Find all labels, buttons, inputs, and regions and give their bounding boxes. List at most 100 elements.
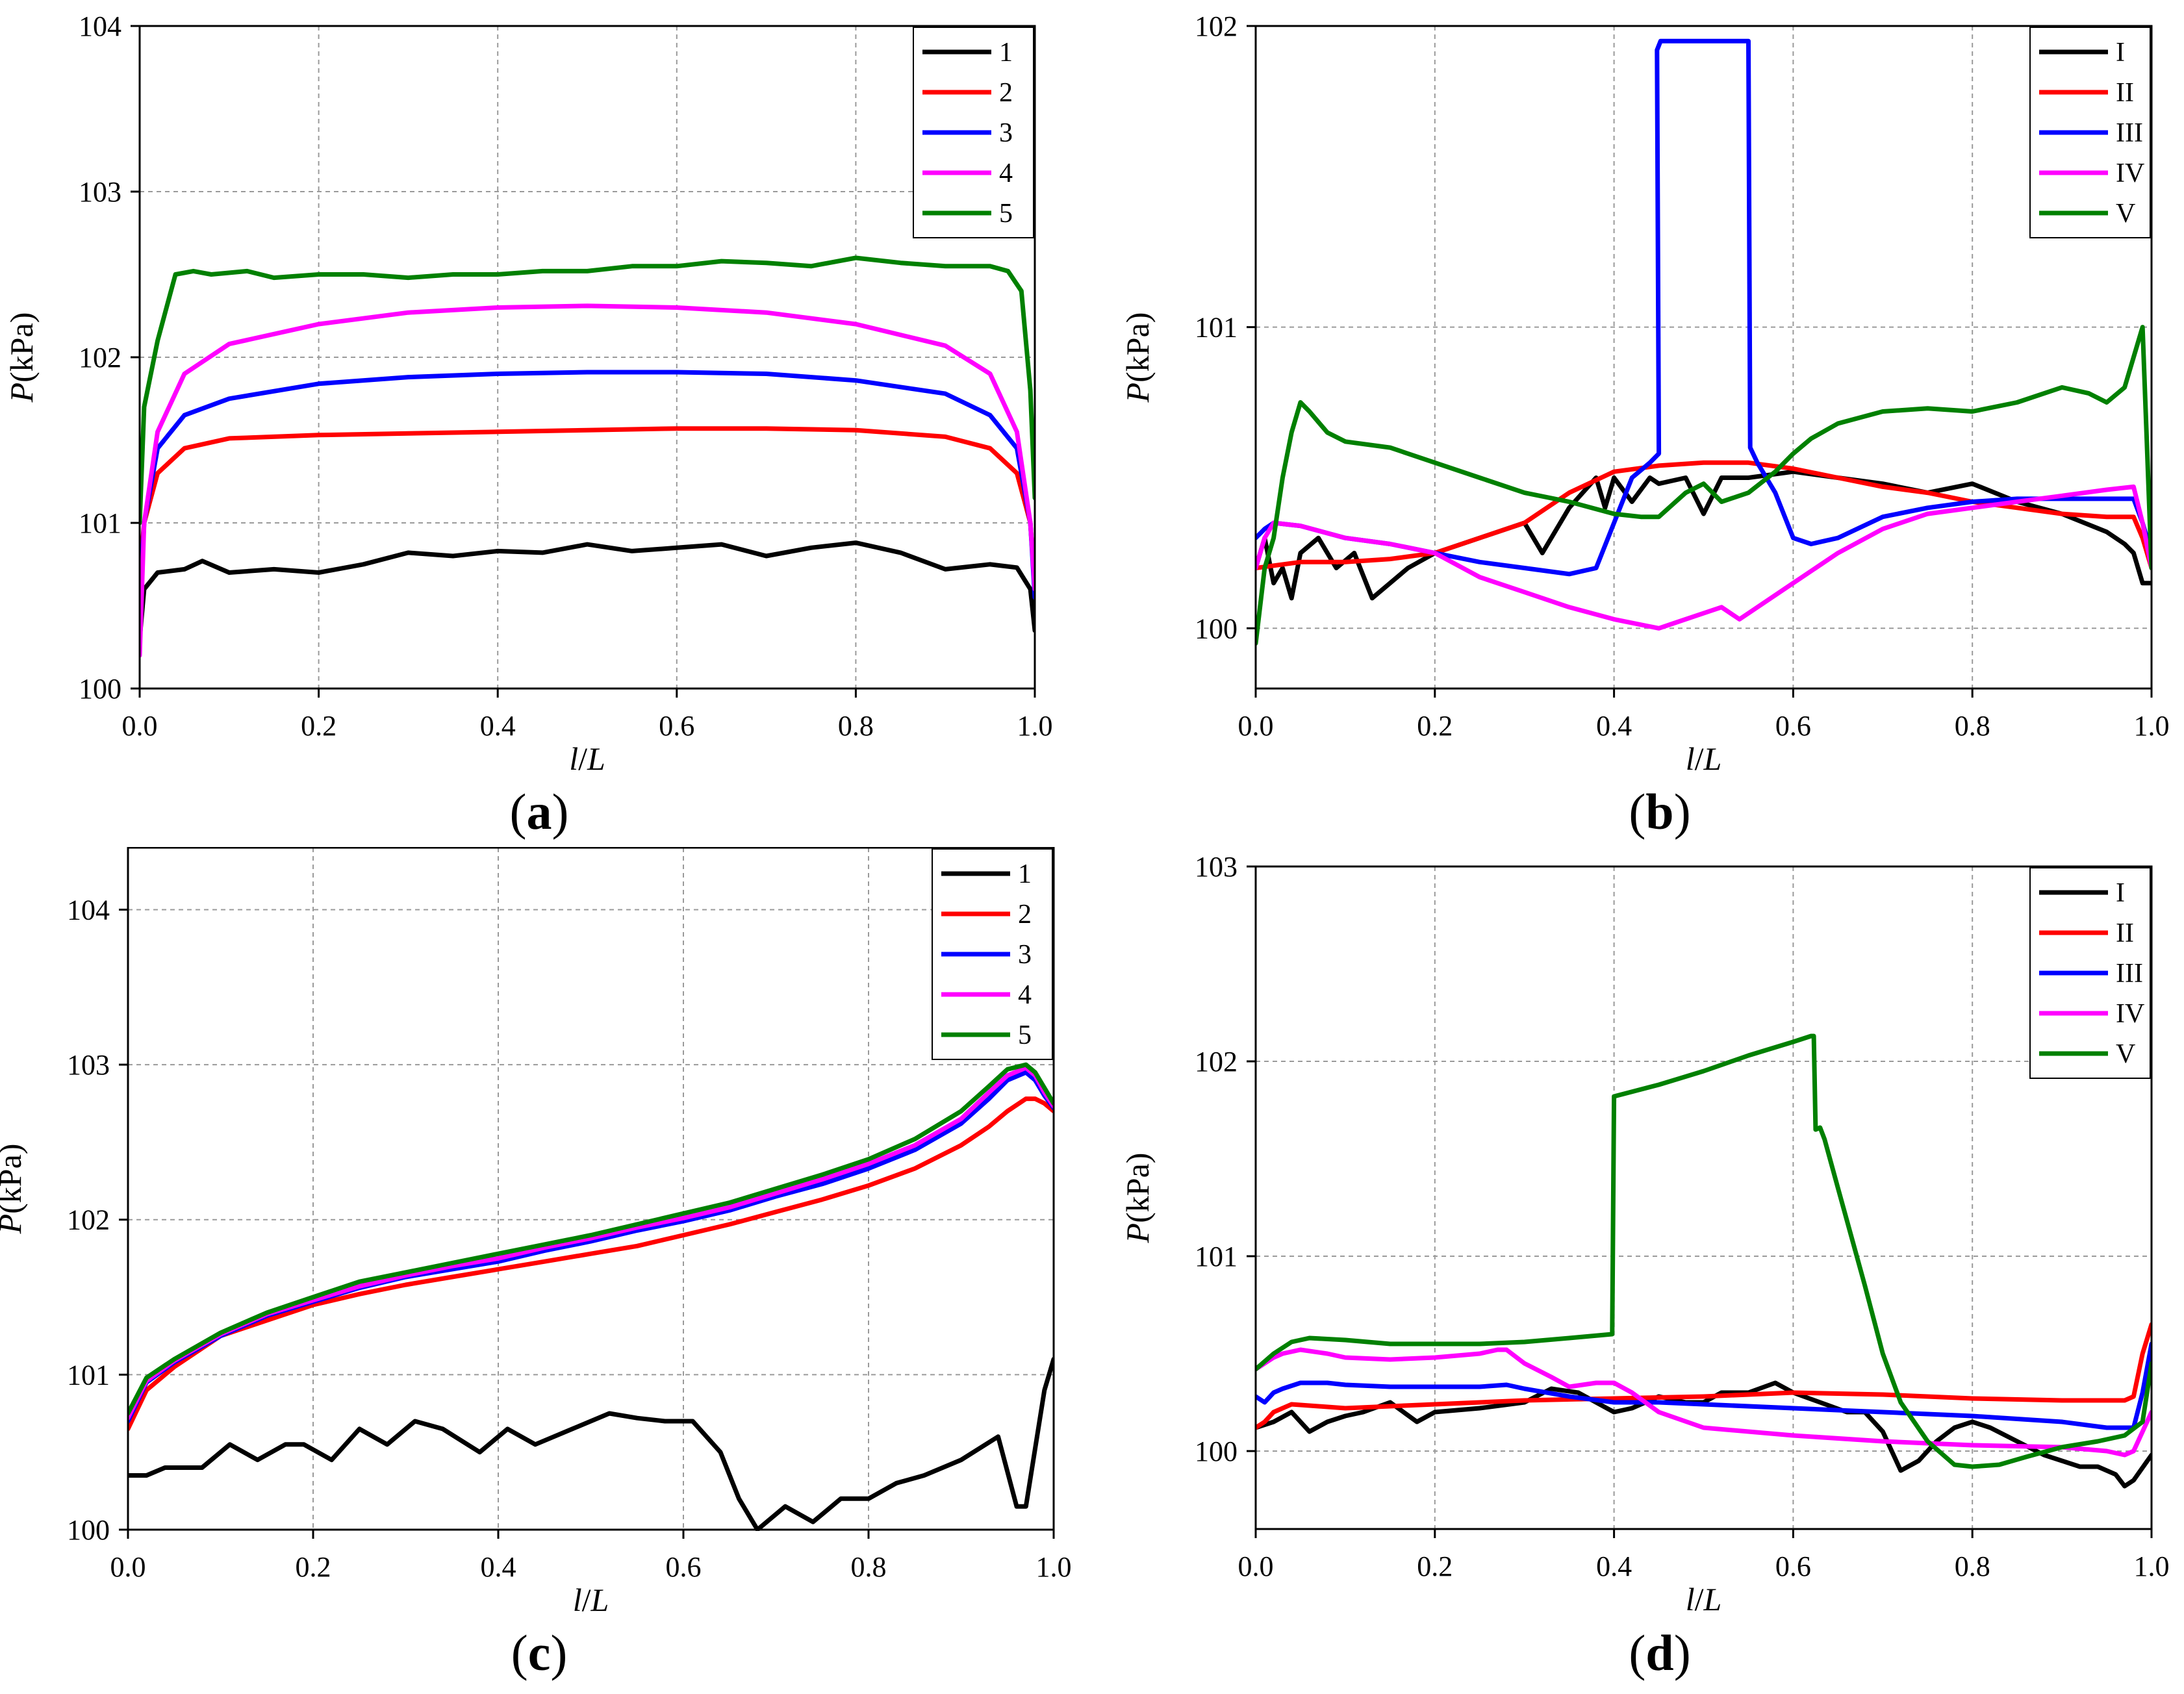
y-tick-label: 101 [67, 1359, 110, 1391]
y-tick-label: 102 [67, 1204, 110, 1236]
x-axis-label: l/L [569, 740, 605, 777]
x-axis-label-sep: / [578, 740, 587, 777]
x-tick-label: 0.2 [1417, 1550, 1453, 1582]
legend-label-V: V [2116, 1039, 2135, 1069]
x-tick-label: 0.6 [1775, 710, 1811, 742]
legend-label-4: 4 [999, 158, 1013, 188]
series-group-d [1256, 1033, 2152, 1489]
panel-caption-d: (d) [1629, 1624, 1691, 1681]
x-axis-label-L: L [590, 1582, 609, 1618]
x-tick-label: 0.4 [480, 710, 516, 742]
chart-b: 0.0 0.2 0.4 0.6 0.8 1.0100101102l/LP(kPa)IIII… [1119, 10, 2170, 777]
x-tick-label: 0.8 [851, 1551, 887, 1583]
legend-label-V: V [2116, 199, 2135, 229]
x-axis-label-sep: / [1695, 740, 1704, 777]
x-tick-label: 0.0 [122, 710, 158, 742]
chart-d: 0.0 0.2 0.4 0.6 0.8 1.0 100 101 102 103 l/L P(kPa) I… [1119, 851, 2170, 1617]
legend-label-I: I [2116, 38, 2125, 68]
x-axis-label-L: L [1703, 1581, 1722, 1617]
panel-caption-c: (c) [511, 1624, 568, 1681]
chart-a: 0.0 0.2 0.4 0.6 0.8 1.0 100 101 102 103 104 l/L P(kP… [3, 10, 1053, 777]
y-axis-label: P(kPa) [1119, 312, 1156, 403]
y-axis-label-P: P [0, 1214, 28, 1235]
grid-d [1256, 866, 2152, 1529]
x-axis-label: l/L [1686, 1581, 1722, 1617]
legend-label-1: 1 [1018, 859, 1032, 889]
y-tick-label: 103 [67, 1049, 110, 1081]
legend-label-I: I [2116, 878, 2125, 908]
x-tick-label: 0.0 [1238, 710, 1274, 742]
grid-c [128, 848, 1054, 1530]
series-line-V [1256, 1033, 2152, 1469]
legend-label-4: 4 [1018, 980, 1032, 1010]
y-axis-label-unit: (kPa) [0, 1144, 28, 1214]
legend-label-IV: IV [2116, 158, 2144, 188]
x-tick-label: 1.0 [1017, 710, 1053, 742]
panel-caption-b: (b) [1629, 783, 1691, 840]
y-axis-label-unit: (kPa) [1119, 1153, 1156, 1223]
x-axis-label: l/L [1686, 740, 1722, 777]
series-line-II [1256, 460, 2152, 570]
x-tick-label: 1.0 [1036, 1551, 1072, 1583]
x-tick-label: 0.6 [659, 710, 694, 742]
y-tick-label: 100 [79, 673, 121, 705]
y-axis-label: P(kPa) [3, 312, 40, 403]
legend-c: 1 2 3 4 5 [932, 848, 1053, 1060]
y-tick-label: 101 [1195, 312, 1238, 344]
x-tick-label: 1.0 [2134, 1550, 2170, 1582]
series-line-4 [140, 303, 1035, 658]
caption-letter-d: d [1645, 1624, 1674, 1681]
chart-c: 0.0 0.2 0.4 0.6 0.8 1.0 100 101 102 103 104 l/L P(kP… [0, 847, 1072, 1618]
y-tick-label: 104 [67, 894, 110, 926]
grid-a [140, 26, 1035, 689]
x-axis-label-l: l [573, 1582, 582, 1618]
series-group-a [140, 255, 1035, 658]
y-axis-label-unit: (kPa) [1119, 312, 1156, 383]
x-tick-label: 0.0 [1238, 1550, 1274, 1582]
legend-label-II: II [2116, 78, 2134, 108]
series-line-II [1256, 1322, 2152, 1430]
series-line-III [1256, 1341, 2152, 1430]
y-axis-label: P(kPa) [0, 1144, 28, 1235]
legend-label-3: 3 [1018, 940, 1032, 970]
series-line-3 [128, 1070, 1054, 1424]
series-line-1 [128, 1357, 1054, 1531]
x-tick-label: 1.0 [2134, 710, 2170, 742]
y-axis-label-P: P [3, 383, 40, 403]
y-axis-label: P(kPa) [1119, 1153, 1156, 1244]
legend-label-II: II [2116, 918, 2134, 948]
x-axis-label-L: L [587, 740, 605, 777]
x-axis-label-sep: / [1695, 1581, 1704, 1617]
x-tick-label: 0.8 [838, 710, 874, 742]
x-axis-label-l: l [1686, 1581, 1695, 1617]
legend-label-5: 5 [1018, 1020, 1032, 1050]
x-axis-label-sep: / [582, 1582, 591, 1618]
series-line-V [1256, 325, 2152, 646]
series-line-5 [140, 255, 1035, 525]
series-line-2 [128, 1096, 1054, 1432]
y-tick-label: 100 [1195, 613, 1238, 644]
legend-label-IV: IV [2116, 999, 2144, 1029]
y-tick-label: 100 [67, 1514, 110, 1546]
caption-letter-c: c [527, 1624, 551, 1681]
x-tick-label: 0.2 [301, 710, 336, 742]
series-group-b [1256, 38, 2152, 646]
x-tick-label: 0.6 [666, 1551, 702, 1583]
x-axis-label-l: l [569, 740, 578, 777]
y-axis-label-unit: (kPa) [3, 312, 40, 383]
x-axis-label-l: l [1686, 740, 1695, 777]
series-group-c [128, 1062, 1054, 1531]
x-tick-label: 0.4 [1596, 710, 1632, 742]
legend-label-1: 1 [999, 38, 1013, 68]
series-line-2 [140, 426, 1035, 592]
legend-label-5: 5 [999, 199, 1013, 229]
series-line-1 [140, 540, 1035, 641]
x-axis-label-L: L [1703, 740, 1722, 777]
legend-a: 1 2 3 4 5 [913, 27, 1034, 238]
y-tick-label: 102 [1195, 1046, 1238, 1078]
plot-frame [1254, 25, 2153, 690]
x-tick-label: 0.6 [1775, 1550, 1811, 1582]
